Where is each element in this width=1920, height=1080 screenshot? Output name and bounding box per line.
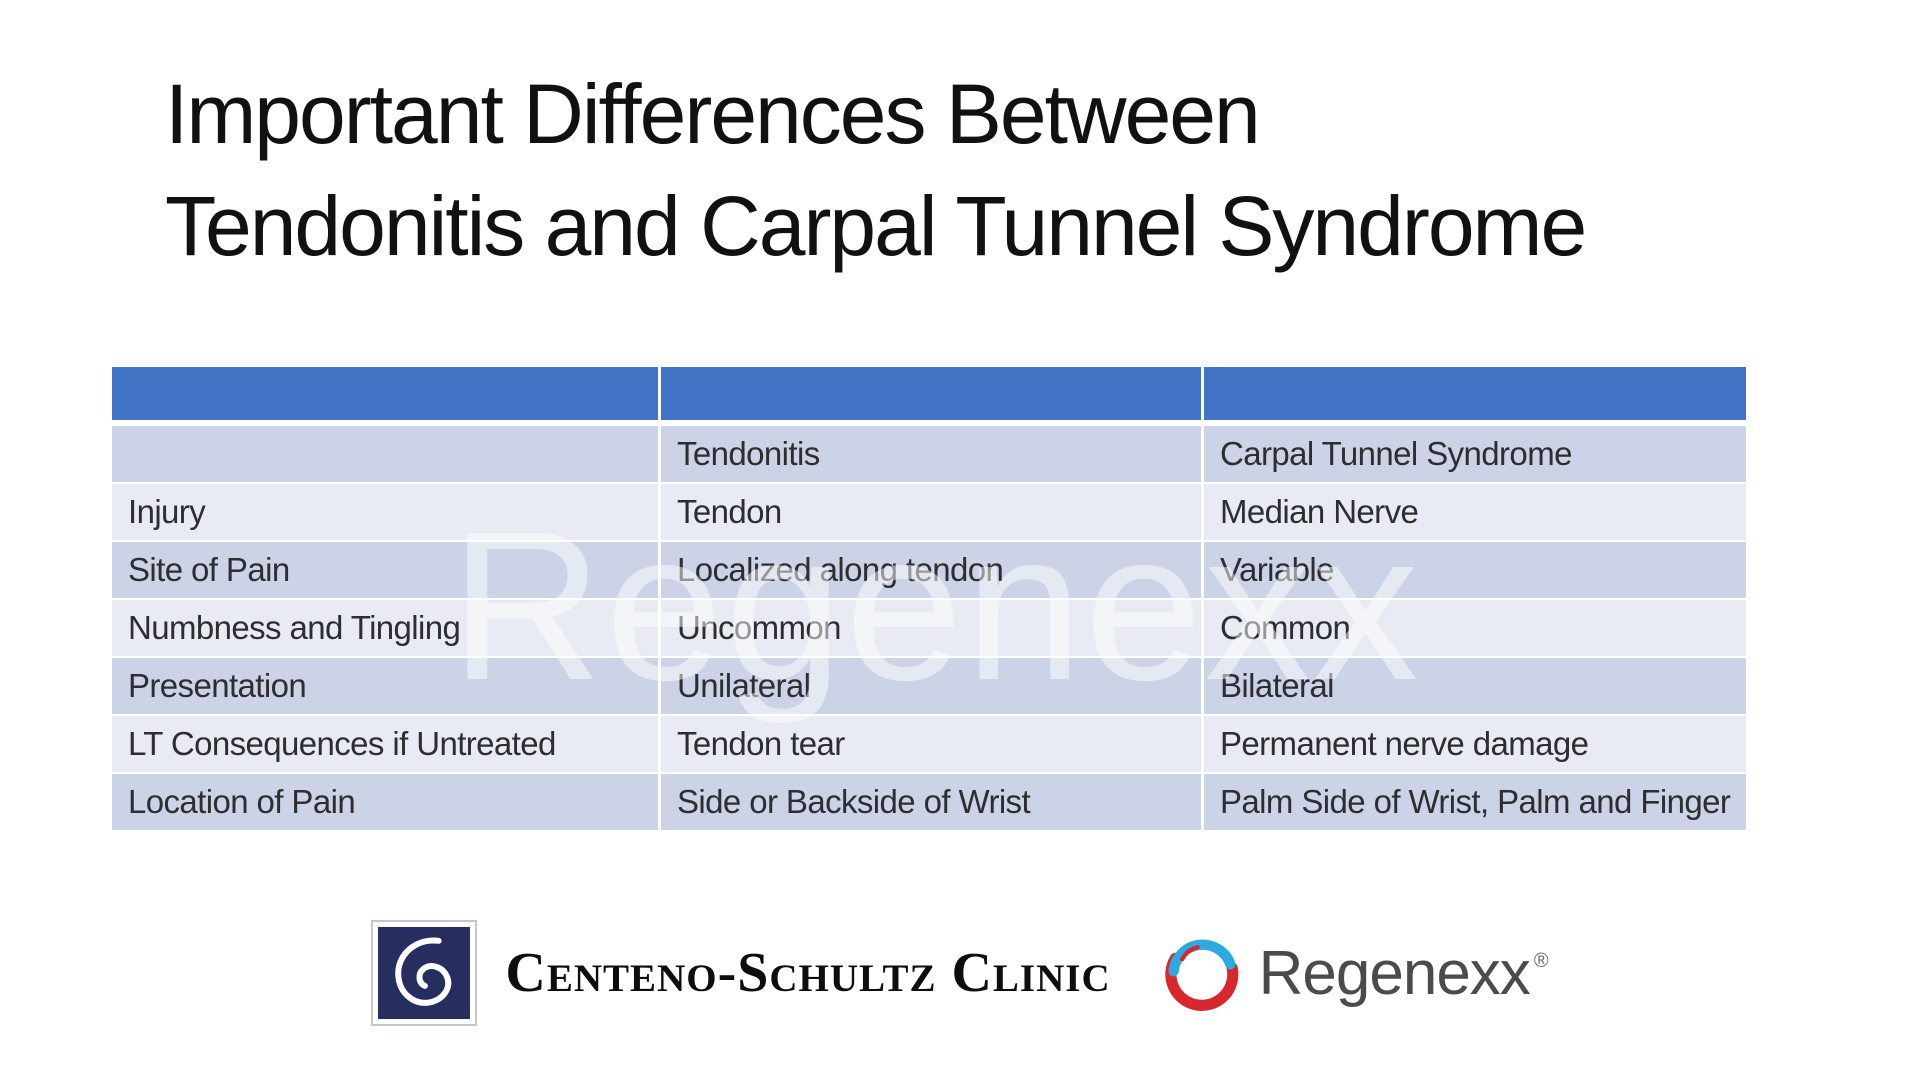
spiral-icon <box>378 927 471 1019</box>
tendonitis-cell: Localized along tendon <box>661 542 1201 598</box>
tendonitis-cell: Unilateral <box>661 658 1201 714</box>
tendonitis-cell: Tendonitis <box>661 426 1201 482</box>
tendonitis-cell: Tendon tear <box>661 716 1201 772</box>
carpal-tunnel-cell: Carpal Tunnel Syndrome <box>1204 426 1746 482</box>
brand-name: Regenexx <box>1258 938 1531 1008</box>
row-label-cell: Injury <box>112 484 658 540</box>
carpal-tunnel-cell: Variable <box>1204 542 1746 598</box>
comparison-table: Tendonitis Carpal Tunnel Syndrome Injury… <box>112 367 1746 830</box>
table-row: Tendonitis Carpal Tunnel Syndrome <box>112 426 1746 482</box>
header-cell <box>661 367 1201 420</box>
row-label-cell: Location of Pain <box>112 774 658 830</box>
row-label-cell: Presentation <box>112 658 658 714</box>
row-label-cell: LT Consequences if Untreated <box>112 716 658 772</box>
footer: Centeno-Schultz Clinic Regenexx ® <box>0 914 1920 1032</box>
centeno-schultz-logo <box>371 920 478 1026</box>
carpal-tunnel-cell: Palm Side of Wrist, Palm and Finger <box>1204 774 1746 830</box>
regenexx-wordmark: Regenexx ® <box>1259 938 1549 1009</box>
carpal-tunnel-cell: Permanent nerve damage <box>1204 716 1746 772</box>
table-row: Presentation Unilateral Bilateral <box>112 658 1746 714</box>
table-row: Injury Tendon Median Nerve <box>112 484 1746 540</box>
tendonitis-cell: Tendon <box>661 484 1201 540</box>
table-row: Numbness and Tingling Uncommon Common <box>112 600 1746 656</box>
registered-mark: ® <box>1533 949 1549 972</box>
page-title: Important Differences Between Tendonitis… <box>165 58 1587 282</box>
title-line-1: Important Differences Between <box>165 67 1261 161</box>
row-label-cell: Site of Pain <box>112 542 658 598</box>
table-header-row <box>112 367 1746 420</box>
tendonitis-cell: Side or Backside of Wrist <box>661 774 1201 830</box>
header-cell <box>112 367 658 420</box>
table-row: Location of Pain Side or Backside of Wri… <box>112 774 1746 830</box>
table-row: LT Consequences if Untreated Tendon tear… <box>112 716 1746 772</box>
row-label-cell <box>112 426 658 482</box>
tendonitis-cell: Uncommon <box>661 600 1201 656</box>
carpal-tunnel-cell: Common <box>1204 600 1746 656</box>
carpal-tunnel-cell: Bilateral <box>1204 658 1746 714</box>
clinic-name: Centeno-Schultz Clinic <box>505 942 1111 1004</box>
carpal-tunnel-cell: Median Nerve <box>1204 484 1746 540</box>
header-cell <box>1204 367 1746 420</box>
title-line-2: Tendonitis and Carpal Tunnel Syndrome <box>165 179 1587 273</box>
ring-swirl-icon <box>1164 939 1238 1011</box>
table-row: Site of Pain Localized along tendon Vari… <box>112 542 1746 598</box>
row-label-cell: Numbness and Tingling <box>112 600 658 656</box>
